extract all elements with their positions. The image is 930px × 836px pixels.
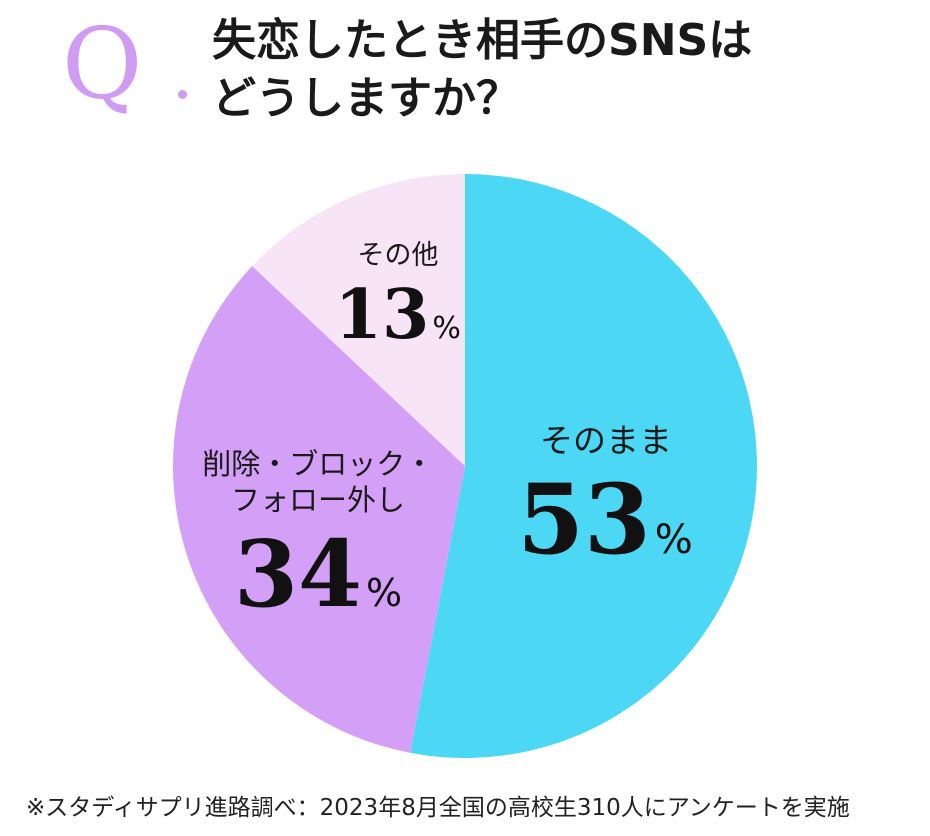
slice-percent-1: % (655, 517, 693, 563)
slice-label-1: そのまま (540, 421, 672, 460)
chart-header: Q 失恋したとき相手のSNSは どうしますか？ (62, 10, 902, 130)
pie-slice-2 (172, 266, 465, 753)
slice-value-2: 34 (234, 520, 362, 628)
slice-label-2-line-1: 削除・ブロック・ (202, 447, 433, 481)
slice-label-2-line-2: フォロー外し (231, 483, 405, 517)
chart-title-line-1: 失恋したとき相手のSNSは (212, 15, 753, 66)
slice-value-1: 53 (517, 463, 651, 576)
q-dot (178, 90, 187, 99)
slice-percent-3: % (432, 311, 461, 346)
slice-value-3: 13 (335, 275, 430, 355)
chart-title-line-2: どうしますか？ (212, 73, 520, 124)
chart-title: 失恋したとき相手のSNSは どうしますか？ (212, 12, 752, 128)
slice-label-3: その他 (358, 240, 439, 271)
pie-slice-1 (410, 174, 757, 758)
q-mark: Q (62, 8, 143, 122)
pie-slice-3 (252, 174, 465, 466)
slice-percent-2: % (366, 571, 402, 615)
footnote: ※スタディサプリ進路調べ：2023年8月全国の高校生310人にアンケートを実施 (26, 795, 850, 821)
